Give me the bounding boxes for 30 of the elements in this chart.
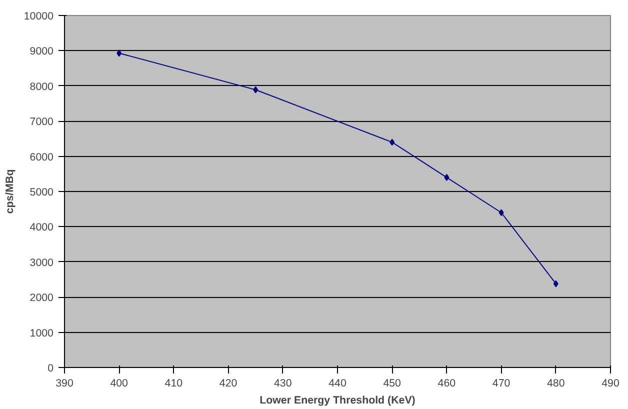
x-tick-label: 420 <box>219 378 238 390</box>
y-tick-label: 6000 <box>30 151 54 164</box>
x-tick-label: 430 <box>274 378 292 390</box>
point <box>444 174 450 181</box>
point <box>553 280 558 288</box>
x-tick-label: 460 <box>438 378 456 390</box>
y-tick-label: 0 <box>48 362 54 374</box>
point <box>253 86 258 94</box>
y-tick-label: 1000 <box>30 327 54 340</box>
x-tick-label: 490 <box>602 378 620 390</box>
x-tick-label: 480 <box>547 378 565 390</box>
y-tick-label: 8000 <box>30 80 54 93</box>
x-axis-title: Lower Energy Threshold (KeV) <box>260 394 416 406</box>
x-tick-label: 390 <box>56 378 74 390</box>
x-tick-label: 450 <box>383 378 402 390</box>
y-tick-label: 3000 <box>30 256 54 269</box>
y-tick-label: 4000 <box>30 222 54 234</box>
x-tick-label: 440 <box>328 378 346 390</box>
x-tick-label: 400 <box>110 378 128 390</box>
y-tick-label: 7000 <box>30 116 54 128</box>
y-tick-label: 5000 <box>30 186 54 198</box>
point <box>390 138 395 146</box>
y-tick-label: 9000 <box>30 46 54 58</box>
point <box>116 50 122 57</box>
x-tick-label: 410 <box>164 378 183 390</box>
y-axis-title: cps/MBq <box>4 169 16 214</box>
y-tick-label: 10000 <box>24 10 54 22</box>
x-tick-label: 470 <box>492 378 510 390</box>
y-tick-label: 2000 <box>30 292 54 304</box>
point <box>498 209 504 216</box>
